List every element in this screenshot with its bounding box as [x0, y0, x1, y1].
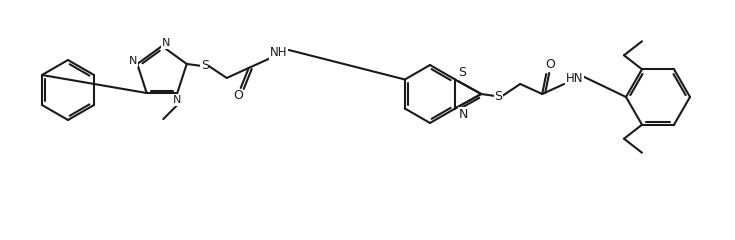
- Text: N: N: [162, 38, 171, 48]
- Text: S: S: [458, 66, 466, 79]
- Text: N: N: [173, 95, 182, 105]
- Text: S: S: [201, 60, 209, 72]
- Text: N: N: [129, 56, 137, 66]
- Text: O: O: [233, 90, 243, 102]
- Text: N: N: [459, 108, 467, 121]
- Text: O: O: [545, 59, 555, 72]
- Text: S: S: [494, 90, 502, 102]
- Text: NH: NH: [270, 47, 287, 60]
- Text: HN: HN: [565, 72, 583, 85]
